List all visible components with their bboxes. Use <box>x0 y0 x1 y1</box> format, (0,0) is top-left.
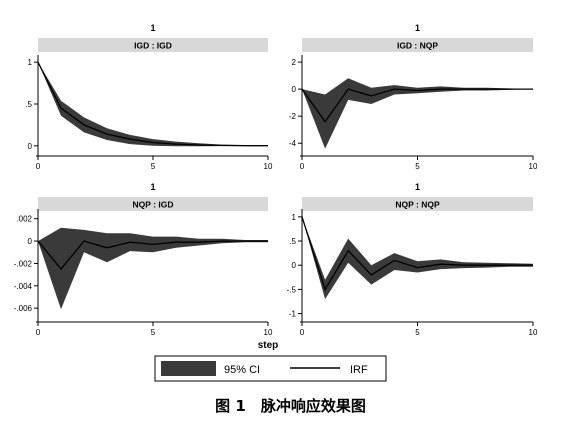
x-tick-label: 10 <box>264 328 273 337</box>
y-tick-label: 1 <box>292 213 297 222</box>
legend-irf-label: IRF <box>350 364 368 376</box>
y-tick-label: -.5 <box>287 285 297 294</box>
panel-subtitle: NQP : IGD <box>133 200 174 210</box>
x-axis-label: step <box>258 340 279 351</box>
legend: 95% CI IRF <box>154 355 387 382</box>
y-tick-label: 0 <box>28 142 33 151</box>
y-tick-label: -4 <box>289 139 297 148</box>
x-tick-label: 5 <box>415 162 420 171</box>
x-tick-label: 0 <box>36 328 41 337</box>
irf-line <box>37 240 268 271</box>
x-tick-label: 10 <box>529 328 538 337</box>
x-tick-label: 5 <box>415 328 420 337</box>
panel-strip <box>38 197 268 211</box>
ci-band <box>38 227 268 310</box>
x-tick-label: 10 <box>264 162 273 171</box>
x-tick-label: 10 <box>529 162 538 171</box>
y-tick-label: 0 <box>292 85 297 94</box>
panel-strip <box>302 197 533 211</box>
y-tick-label: 0 <box>292 261 297 270</box>
x-tick-label: 5 <box>151 162 156 171</box>
y-tick-label: -.006 <box>14 304 33 313</box>
figure-caption: 图 1 脉冲响应效果图 <box>215 397 366 415</box>
x-tick-label: 0 <box>300 162 305 171</box>
legend-ci-swatch <box>161 361 216 376</box>
panel-strip <box>302 38 533 52</box>
panel-title: 1 <box>415 23 420 33</box>
irf-line <box>37 61 268 147</box>
y-tick-label: .002 <box>16 215 32 224</box>
y-tick-label: 2 <box>292 58 297 67</box>
y-tick-label: .5 <box>25 100 32 109</box>
ci-band <box>302 216 533 300</box>
y-tick-label: 1 <box>28 58 33 67</box>
legend-ci-label: 95% CI <box>224 364 260 376</box>
y-tick-label: -1 <box>289 310 297 319</box>
ci-band <box>38 62 268 147</box>
panel-subtitle: IGD : IGD <box>134 41 172 51</box>
y-tick-label: -2 <box>289 112 297 121</box>
x-tick-label: 0 <box>36 162 41 171</box>
panel-title: 1 <box>415 182 420 192</box>
y-tick-label: 0 <box>28 237 33 246</box>
y-tick-label: -.002 <box>14 259 33 268</box>
y-tick-label: -.004 <box>14 282 33 291</box>
panel-3: 1 NQP : IGD -.006 -.004 -.002 0 .002 0 5 10 <box>14 182 273 337</box>
panel-title: 1 <box>150 182 155 192</box>
panel-subtitle: IGD : NQP <box>397 41 438 51</box>
ci-band <box>302 78 533 149</box>
irf-line <box>301 216 533 291</box>
panel-subtitle: NQP : NQP <box>395 200 440 210</box>
panel-2: 1 IGD : NQP -4 -2 0 2 0 5 10 <box>289 23 538 171</box>
y-tick-label: .5 <box>289 237 296 246</box>
irf-line <box>301 88 533 123</box>
x-tick-label: 5 <box>151 328 156 337</box>
x-tick-label: 0 <box>300 328 305 337</box>
panel-strip <box>38 38 268 52</box>
panel-title: 1 <box>150 23 155 33</box>
